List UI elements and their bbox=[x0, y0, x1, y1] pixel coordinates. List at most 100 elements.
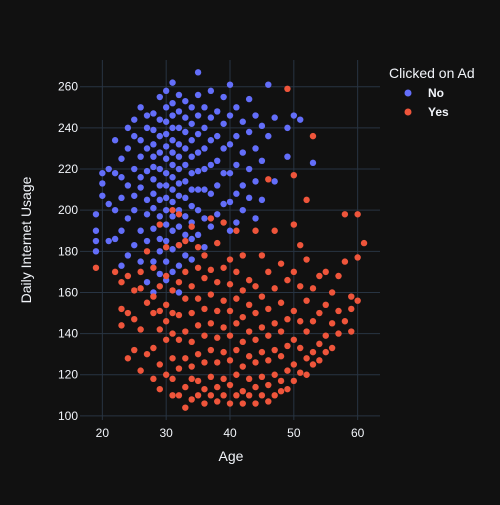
point-no bbox=[182, 213, 189, 220]
point-no bbox=[258, 157, 266, 164]
point-yes bbox=[354, 297, 361, 304]
point-yes bbox=[137, 285, 144, 292]
legend-item-yes[interactable]: Yes bbox=[404, 105, 450, 119]
point-no bbox=[188, 137, 195, 144]
point-no bbox=[137, 174, 144, 181]
legend[interactable]: Clicked on Ad No Yes bbox=[389, 65, 475, 119]
point-yes bbox=[252, 283, 259, 290]
point-no bbox=[162, 104, 170, 111]
point-yes bbox=[143, 299, 151, 306]
point-no bbox=[150, 190, 157, 197]
point-yes bbox=[92, 264, 100, 271]
point-yes bbox=[124, 309, 132, 317]
point-yes bbox=[233, 392, 240, 399]
point-yes bbox=[188, 363, 195, 370]
point-yes bbox=[214, 383, 221, 391]
point-yes bbox=[169, 375, 176, 383]
point-yes bbox=[341, 318, 349, 325]
legend-item-no[interactable]: No bbox=[404, 86, 445, 100]
point-no bbox=[214, 132, 221, 140]
point-no bbox=[182, 194, 189, 202]
point-no bbox=[214, 108, 221, 115]
point-yes bbox=[239, 400, 246, 407]
point-yes bbox=[118, 278, 125, 286]
point-no bbox=[156, 235, 163, 243]
point-yes bbox=[290, 268, 298, 276]
point-yes bbox=[137, 326, 144, 333]
point-no bbox=[175, 223, 183, 230]
point-no bbox=[309, 159, 317, 167]
point-no bbox=[188, 153, 195, 160]
point-no bbox=[143, 112, 151, 119]
point-no bbox=[137, 137, 144, 144]
point-yes bbox=[271, 392, 278, 399]
point-yes bbox=[284, 276, 291, 284]
point-no bbox=[99, 169, 106, 177]
point-no bbox=[188, 120, 195, 127]
point-no bbox=[175, 262, 183, 269]
point-yes bbox=[169, 287, 176, 294]
point-yes bbox=[169, 392, 176, 399]
point-no bbox=[252, 112, 259, 119]
point-yes bbox=[207, 215, 215, 222]
point-yes bbox=[277, 353, 285, 360]
point-no bbox=[220, 145, 227, 152]
point-no bbox=[99, 192, 106, 199]
point-no bbox=[201, 145, 208, 152]
point-yes bbox=[309, 318, 317, 325]
point-yes bbox=[309, 361, 317, 368]
point-no bbox=[220, 120, 227, 127]
point-yes bbox=[335, 307, 342, 315]
point-yes bbox=[194, 244, 202, 251]
point-yes bbox=[328, 320, 336, 327]
point-no bbox=[169, 227, 176, 234]
point-yes bbox=[194, 377, 202, 385]
point-no bbox=[124, 182, 132, 189]
point-no bbox=[194, 231, 202, 239]
point-no bbox=[175, 153, 183, 160]
point-no bbox=[220, 169, 227, 177]
point-no bbox=[271, 114, 278, 121]
point-yes bbox=[175, 241, 183, 249]
point-no bbox=[143, 145, 151, 152]
point-yes bbox=[150, 293, 157, 300]
x-tick-label: 20 bbox=[96, 426, 110, 440]
point-yes bbox=[143, 350, 151, 358]
point-yes bbox=[265, 357, 272, 364]
point-yes bbox=[188, 338, 195, 346]
point-no bbox=[150, 204, 157, 212]
point-yes bbox=[175, 211, 183, 218]
point-yes bbox=[245, 375, 253, 383]
point-yes bbox=[335, 330, 342, 337]
point-yes bbox=[175, 278, 183, 286]
point-no bbox=[169, 174, 176, 181]
point-no bbox=[182, 252, 189, 259]
point-yes bbox=[239, 363, 246, 370]
point-no bbox=[239, 206, 246, 214]
point-no bbox=[162, 221, 170, 228]
point-yes bbox=[188, 223, 195, 230]
point-no bbox=[207, 223, 215, 230]
point-yes bbox=[201, 252, 208, 259]
point-no bbox=[226, 198, 234, 206]
point-no bbox=[252, 145, 259, 152]
point-yes bbox=[239, 388, 246, 395]
point-yes bbox=[265, 398, 272, 405]
point-no bbox=[150, 110, 157, 117]
point-yes bbox=[309, 285, 317, 292]
point-yes bbox=[290, 307, 298, 315]
point-yes bbox=[182, 237, 189, 245]
point-yes bbox=[124, 355, 132, 362]
point-no bbox=[182, 114, 189, 121]
point-no bbox=[118, 262, 125, 269]
point-no bbox=[245, 165, 253, 173]
point-yes bbox=[252, 383, 259, 391]
point-no bbox=[188, 235, 195, 243]
point-no bbox=[226, 81, 234, 88]
point-no bbox=[169, 213, 176, 220]
point-yes bbox=[252, 227, 259, 234]
point-yes bbox=[169, 355, 176, 362]
point-yes bbox=[131, 346, 138, 354]
point-no bbox=[233, 161, 240, 169]
